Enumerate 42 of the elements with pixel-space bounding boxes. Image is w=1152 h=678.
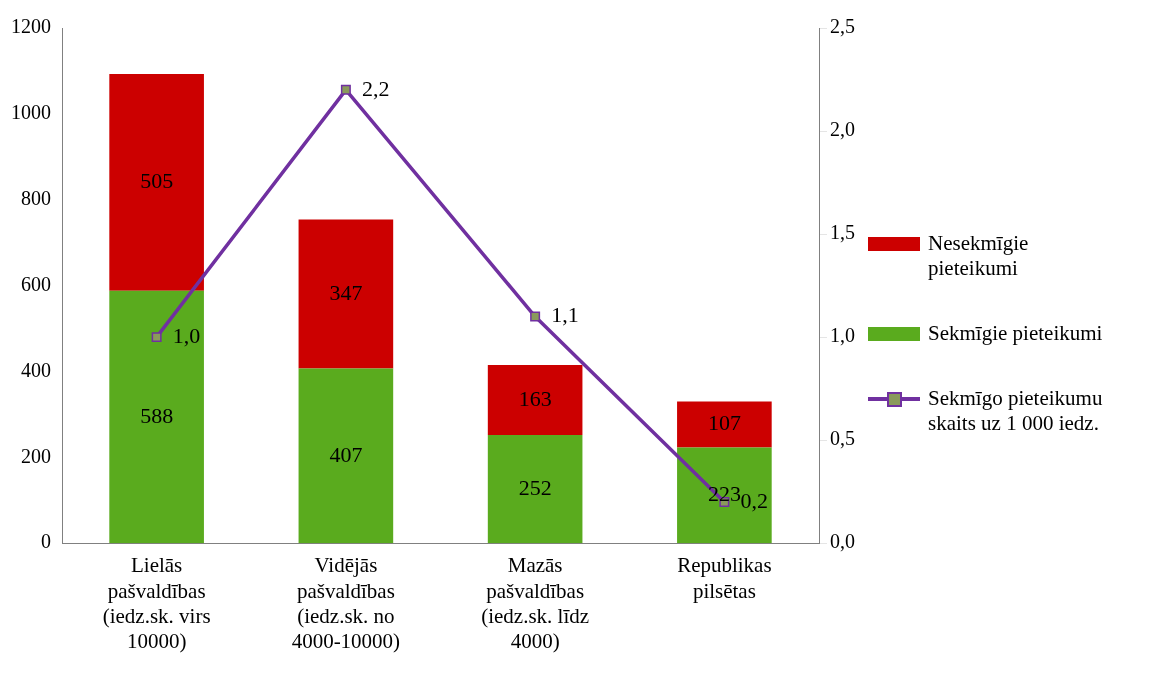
x-tick-label: Mazās pašvaldības (iedz.sk. līdz 4000) (481, 553, 590, 653)
y-tick-label: 200 (21, 444, 51, 467)
data-label: 107 (707, 410, 741, 436)
y2-tick-label: 2,0 (830, 118, 855, 141)
y-tick-label: 800 (21, 186, 51, 209)
point (151, 332, 162, 343)
x-tick-label: Republikas pilsētas (677, 553, 772, 603)
legend-label: Nesekmīgie pieteikumi (928, 230, 1030, 281)
data-label: 505 (140, 168, 174, 194)
y2-tick-label: 1,5 (830, 221, 855, 244)
y-tick-label: 1000 (11, 101, 51, 124)
y2-tick-label: 0,0 (830, 530, 855, 553)
bar (677, 447, 772, 544)
data-label: 163 (518, 385, 552, 411)
legend-label: Sekmīgo pieteikumu skaits uz 1 000 iedz. (928, 385, 1104, 436)
bar (487, 435, 583, 544)
data-label: 2,2 (361, 75, 390, 101)
bar (487, 365, 583, 436)
bar (298, 368, 394, 544)
data-label: 347 (329, 279, 363, 305)
y-tick-label: 1200 (11, 15, 51, 38)
y-tick-label: 400 (21, 358, 51, 381)
legend-label: Sekmīgie pieteikumi (928, 320, 1104, 346)
data-label: 0,2 (740, 487, 768, 513)
data-label: 588 (140, 402, 174, 428)
y2-tick-label: 0,5 (830, 427, 855, 450)
x-tick-label: Lielās pašvaldības (iedz.sk. virs 10000) (102, 553, 211, 653)
bar (109, 290, 204, 544)
bar (298, 219, 394, 369)
y2-tick-label: 2,5 (830, 15, 855, 38)
y-tick-label: 600 (21, 272, 51, 295)
data-label: 407 (329, 441, 363, 467)
bar (109, 73, 204, 291)
data-label: 1,0 (172, 322, 201, 348)
point (340, 84, 351, 95)
bar (677, 401, 772, 448)
y-tick-label: 0 (41, 530, 51, 553)
x-tick-label: Vidējās pašvaldības (iedz.sk. no 4000-10000) (291, 553, 401, 653)
data-label: 1,1 (551, 302, 579, 328)
data-label: 252 (518, 474, 552, 500)
point (530, 311, 541, 322)
y2-tick-label: 1,0 (830, 324, 855, 347)
